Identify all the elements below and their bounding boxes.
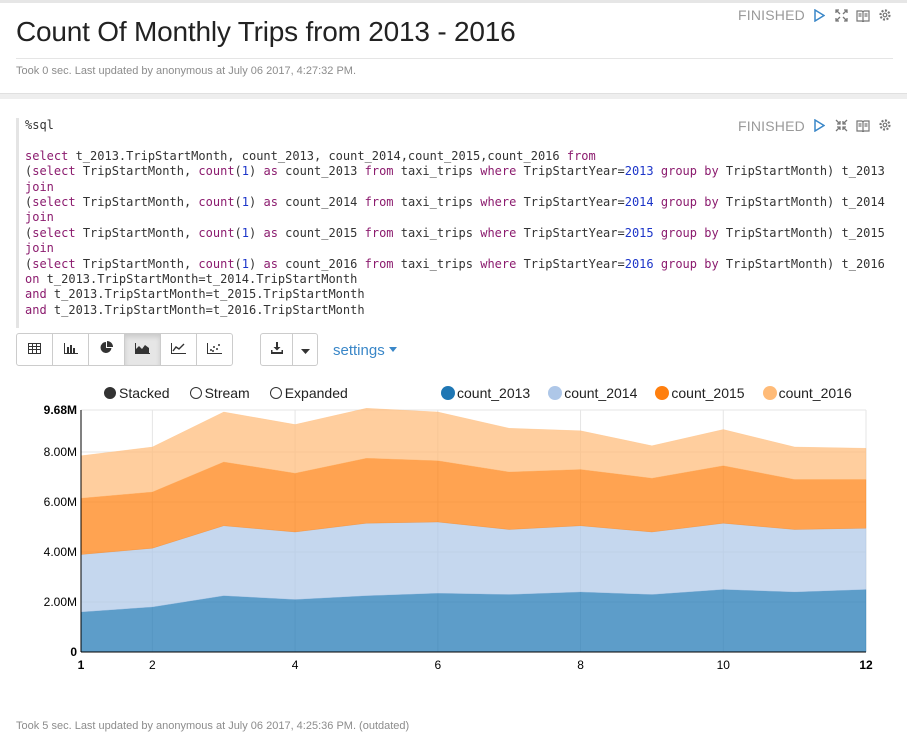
x-tick-label: 8: [577, 658, 584, 672]
line-chart-icon: [171, 341, 186, 359]
collapse-icon[interactable]: [833, 117, 849, 133]
mode-option-stacked[interactable]: Stacked: [104, 385, 170, 401]
y-tick-label: 4.00M: [44, 545, 77, 559]
run-icon[interactable]: [811, 117, 827, 133]
download-group: [260, 333, 318, 366]
code-line: join: [25, 179, 54, 194]
legend-label: count_2016: [778, 385, 852, 401]
line-chart-button[interactable]: [160, 333, 197, 366]
area-series-count_2016: [80, 407, 867, 499]
table-view-button[interactable]: [16, 333, 53, 366]
code-line: select t_2013.TripStartMonth, count_2013…: [25, 148, 596, 163]
y-tick-label: 2.00M: [44, 595, 77, 609]
chart-mode-selector: Stacked Stream Expanded: [104, 385, 348, 401]
scatter-chart-button[interactable]: [196, 333, 233, 366]
paragraph-footer: Took 0 sec. Last updated by anonymous at…: [16, 65, 356, 77]
paragraph-title: Count Of Monthly Trips from 2013 - 2016 …: [0, 3, 907, 93]
code-line: join: [25, 241, 54, 256]
legend-item-count_2013[interactable]: count_2013: [441, 385, 530, 401]
legend-label: count_2013: [457, 385, 531, 401]
mode-option-label: Stream: [204, 385, 250, 401]
legend-item-count_2016[interactable]: count_2016: [762, 385, 852, 401]
area-chart-button[interactable]: [124, 333, 161, 366]
code-line: on t_2013.TripStartMonth=t_2014.TripStar…: [25, 272, 358, 287]
top-border: [0, 0, 907, 3]
settings-toggle[interactable]: settings: [333, 342, 397, 359]
code-line: [25, 133, 896, 148]
code-line: %sql: [25, 118, 54, 132]
y-tick-label: 0: [70, 645, 77, 659]
caret-down-icon: [300, 341, 310, 359]
gear-icon[interactable]: [877, 7, 893, 23]
status-label: FINISHED: [738, 118, 805, 134]
bar-chart-icon: [63, 341, 78, 359]
run-icon[interactable]: [811, 7, 827, 23]
mode-option-expanded[interactable]: Expanded: [269, 385, 348, 401]
mode-option-stream[interactable]: Stream: [189, 385, 250, 401]
paragraph-controls: [811, 7, 893, 23]
download-icon: [270, 341, 283, 359]
bar-chart-button[interactable]: [52, 333, 89, 366]
book-icon[interactable]: [855, 117, 871, 133]
code-line: and t_2013.TripStartMonth=t_2015.TripSta…: [25, 287, 365, 302]
visualization-toolbar: [16, 333, 233, 366]
x-tick-label: 2: [149, 658, 156, 672]
gear-icon[interactable]: [877, 117, 893, 133]
radio-icon: [269, 387, 282, 399]
chart-legend: count_2013 count_2014 count_2015 count_2016: [441, 385, 870, 401]
pie-chart-button[interactable]: [88, 333, 125, 366]
x-tick-label: 6: [434, 658, 441, 672]
download-options-button[interactable]: [292, 333, 318, 366]
book-icon[interactable]: [855, 7, 871, 23]
page-title: Count Of Monthly Trips from 2013 - 2016: [16, 16, 516, 47]
y-tick-label: 9.68M: [44, 403, 77, 417]
x-tick-label: 1: [78, 658, 85, 672]
code-line: (select TripStartMonth, count(1) as coun…: [25, 225, 885, 240]
pie-chart-icon: [100, 340, 113, 359]
settings-label: settings: [333, 342, 385, 359]
x-tick-label: 4: [292, 658, 299, 672]
radio-icon: [104, 387, 116, 399]
status-label: FINISHED: [738, 7, 805, 23]
code-line: (select TripStartMonth, count(1) as coun…: [25, 256, 885, 271]
legend-swatch-icon: [548, 386, 563, 400]
code-line: (select TripStartMonth, count(1) as coun…: [25, 164, 885, 179]
legend-label: count_2014: [564, 385, 638, 401]
paragraph-footer: Took 5 sec. Last updated by anonymous at…: [16, 720, 410, 732]
legend-item-count_2014[interactable]: count_2014: [548, 385, 637, 401]
legend-swatch-icon: [441, 386, 455, 400]
mode-option-label: Stacked: [119, 385, 170, 401]
scatter-chart-icon: [207, 341, 222, 359]
paragraph-separator: [0, 93, 907, 99]
y-tick-label: 6.00M: [44, 495, 77, 509]
x-tick-label: 12: [859, 658, 873, 672]
area-chart-icon: [135, 341, 150, 359]
title-divider: [16, 58, 893, 59]
radio-icon: [189, 387, 202, 399]
code-line: and t_2013.TripStartMonth=t_2016.TripSta…: [25, 302, 365, 317]
y-tick-label: 8.00M: [44, 445, 77, 459]
code-editor[interactable]: %sql select t_2013.TripStartMonth, count…: [16, 118, 896, 328]
mode-option-label: Expanded: [284, 385, 348, 401]
code-line: (select TripStartMonth, count(1) as coun…: [25, 195, 885, 210]
legend-label: count_2015: [671, 385, 745, 401]
table-icon: [28, 341, 41, 359]
legend-swatch-icon: [655, 386, 670, 400]
legend-item-count_2015[interactable]: count_2015: [655, 385, 745, 401]
x-tick-label: 10: [717, 658, 731, 672]
expand-icon[interactable]: [833, 7, 849, 23]
legend-swatch-icon: [762, 386, 777, 400]
paragraph-controls: [811, 117, 893, 133]
download-button[interactable]: [260, 333, 293, 366]
code-line: join: [25, 210, 54, 225]
chevron-down-icon: [388, 347, 397, 352]
